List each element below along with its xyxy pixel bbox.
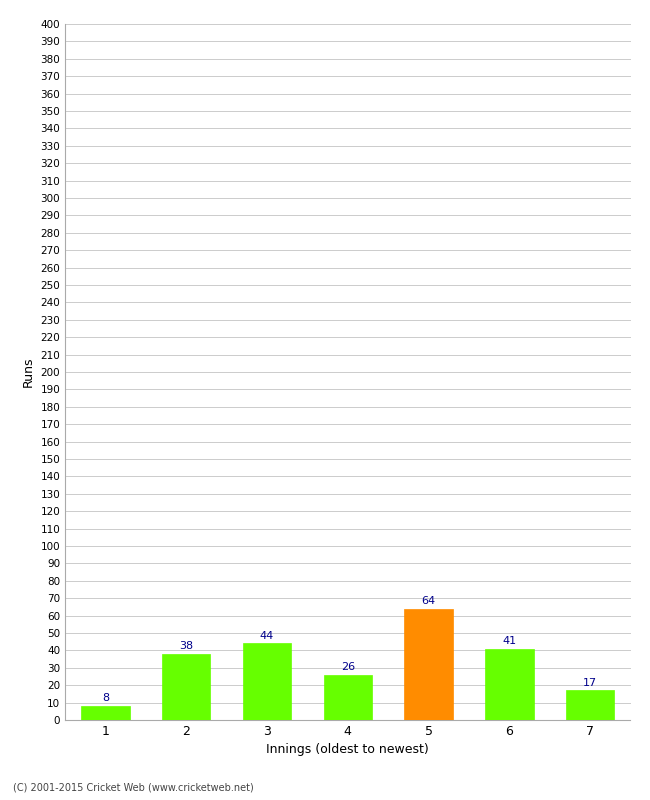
Bar: [566, 690, 614, 720]
Text: 44: 44: [260, 631, 274, 641]
Y-axis label: Runs: Runs: [22, 357, 35, 387]
Bar: [242, 643, 291, 720]
Text: (C) 2001-2015 Cricket Web (www.cricketweb.net): (C) 2001-2015 Cricket Web (www.cricketwe…: [13, 782, 254, 792]
Text: 17: 17: [583, 678, 597, 688]
Bar: [81, 706, 129, 720]
Bar: [162, 654, 211, 720]
Text: 41: 41: [502, 636, 516, 646]
Text: 26: 26: [341, 662, 355, 672]
Bar: [324, 674, 372, 720]
Text: 64: 64: [421, 596, 436, 606]
Bar: [404, 609, 453, 720]
X-axis label: Innings (oldest to newest): Innings (oldest to newest): [266, 743, 429, 757]
Text: 38: 38: [179, 642, 193, 651]
Bar: [485, 649, 534, 720]
Text: 8: 8: [102, 694, 109, 703]
